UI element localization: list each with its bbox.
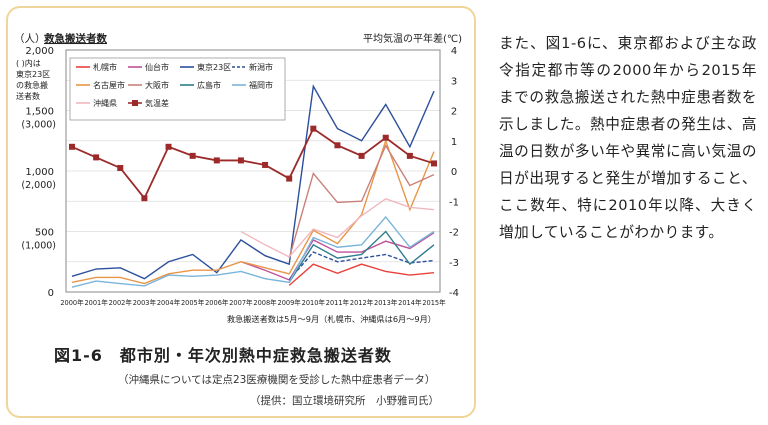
right-tick-label: -4 [449, 288, 459, 299]
right-tick-label: -3 [449, 258, 459, 269]
series-line [71, 138, 435, 285]
plot-border [65, 49, 441, 293]
x-tick-label: 2009年 [278, 298, 302, 307]
left-tick-label: 0 [48, 288, 54, 299]
series-line [71, 84, 435, 280]
legend-label: 名古屋市 [93, 80, 125, 90]
legend-label: 気温差 [145, 98, 169, 108]
series-line [288, 263, 435, 286]
series-marker [165, 143, 172, 150]
x-tick-label: 2008年 [253, 298, 277, 307]
series-marker [406, 152, 413, 159]
x-tick-label: 2015年 [422, 298, 446, 307]
series-marker [382, 134, 389, 141]
left-tick-label: 2,000 [25, 46, 54, 57]
x-tick-label: 2012年 [350, 298, 374, 307]
x-tick-label: 2002年 [109, 298, 133, 307]
legend-box [69, 57, 286, 121]
series-marker [262, 161, 269, 168]
series-marker [286, 175, 293, 182]
series-marker [117, 164, 124, 171]
figure-caption: 図1-6 都市別・年次別熱中症救急搬送者数 [54, 346, 392, 365]
series-marker [213, 157, 220, 164]
chart-labels: 2,000 1,500 1,000 500 0 (3,000) (2,000) (1,000)… [14, 32, 462, 324]
left-axis-note: ( )内は [16, 58, 41, 68]
series-marker [93, 154, 100, 161]
x-tick-label: 2011年 [326, 298, 350, 307]
series-marker [237, 157, 244, 164]
legend-label: 東京23区 [197, 62, 231, 72]
right-axis-title: 平均気温の平年差(℃) [363, 32, 462, 45]
right-tick-label: 4 [451, 46, 457, 57]
right-tick-label: 0 [451, 167, 457, 178]
left-axis-note: 東京23区 [16, 69, 50, 79]
left-tick-alt-label: (2,000) [21, 180, 56, 191]
chart-axes [65, 49, 441, 293]
series-line [71, 127, 435, 200]
left-axis-title: 救急搬送者数 [44, 32, 107, 45]
x-tick-label: 2013年 [374, 298, 398, 307]
legend-label: 新潟市 [249, 62, 273, 72]
x-tick-label: 2007年 [229, 298, 253, 307]
x-tick-label: 2010年 [302, 298, 326, 307]
left-tick-label: 500 [35, 228, 54, 239]
series-line [240, 232, 435, 281]
x-tick-label: 2001年 [84, 298, 108, 307]
right-tick-label: 3 [451, 76, 457, 87]
series-marker [358, 152, 365, 159]
series-marker [189, 152, 196, 159]
body-paragraph: また、図1-6に、東京都および主な政令指定都市等の2000年から2015年までの… [499, 35, 757, 241]
x-tick-label: 2004年 [157, 298, 181, 307]
series-marker [431, 160, 437, 167]
x-tick-label: 2000年 [60, 298, 84, 307]
left-tick-alt-label: (3,000) [21, 120, 56, 131]
series-line [288, 251, 435, 281]
legend-label: 大阪市 [145, 80, 169, 90]
legend-label: 札幌市 [93, 62, 117, 72]
x-tick-label: 2005年 [181, 298, 205, 307]
series-line [288, 144, 435, 259]
figure-note: （沖縄県については定点23医療機関を受診した熱中症患者データ） [118, 374, 436, 386]
legend-label: 福岡市 [249, 80, 273, 90]
legend-label: 広島市 [197, 80, 221, 90]
right-tick-label: 2 [451, 107, 457, 118]
chart-lines [69, 84, 437, 288]
left-axis-note: 送者数 [16, 91, 40, 101]
x-axis-note: 救急搬送者数は5月～9月（札幌市、沖縄県は6月～9月） [227, 314, 436, 324]
series-line [240, 198, 435, 258]
x-tick-label: 2006年 [205, 298, 229, 307]
series-line [288, 230, 435, 283]
left-tick-label: 1,000 [25, 167, 54, 178]
series-marker [69, 143, 75, 150]
right-tick-label: 1 [451, 137, 457, 148]
legend-label: 沖縄県 [93, 98, 117, 108]
left-axis-unit: （人） [14, 33, 46, 45]
legend-label: 仙台市 [145, 62, 169, 72]
left-tick-alt-label: (1,000) [21, 241, 56, 252]
series-marker [141, 195, 148, 202]
series-marker [334, 142, 341, 149]
figure-source: （提供：国立環境研究所 小野雅司氏） [250, 395, 439, 407]
x-tick-label: 2003年 [133, 298, 157, 307]
x-tick-label: 2014年 [398, 298, 422, 307]
series-line [71, 215, 435, 288]
right-tick-label: -2 [449, 228, 459, 239]
right-tick-label: -1 [449, 197, 459, 208]
left-tick-label: 1,500 [25, 107, 54, 118]
left-axis-note: の救急搬 [16, 80, 48, 90]
legend-marker [132, 100, 138, 106]
series-marker [310, 125, 317, 132]
